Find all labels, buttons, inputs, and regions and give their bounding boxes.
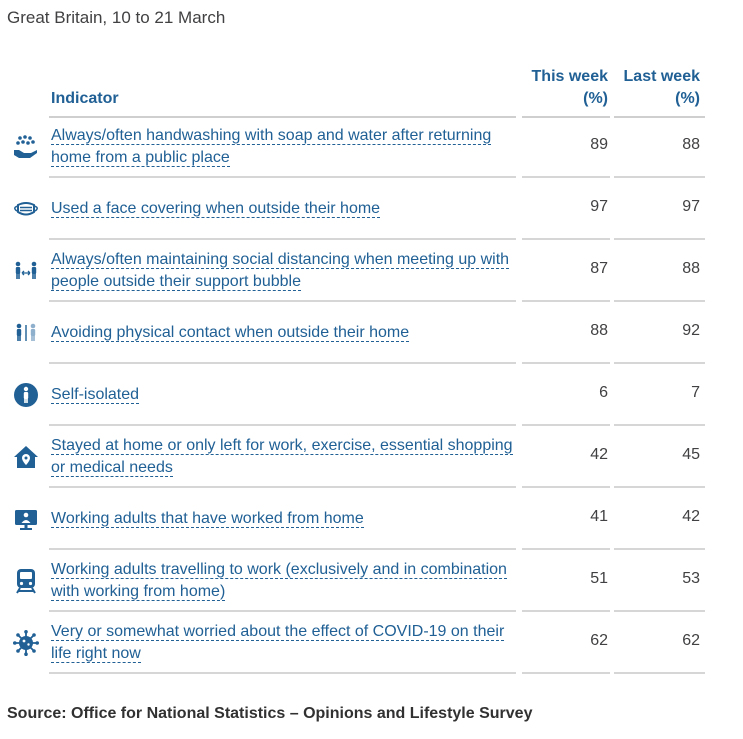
this-week-value: 89 [590, 136, 608, 153]
row-divider [49, 548, 516, 550]
last-week-value: 88 [682, 260, 700, 277]
table-row: Used a face covering when outside their … [10, 178, 705, 240]
indicator-cell: Stayed at home or only left for work, ex… [51, 435, 521, 479]
last-week-value: 62 [682, 632, 700, 649]
table-row: Always/often maintaining social distanci… [10, 240, 705, 302]
table-header: Indicator This week (%) Last week (%) [10, 64, 705, 118]
row-divider [522, 486, 610, 488]
self-isolate-icon [12, 381, 40, 409]
indicator-cell: Always/often handwashing with soap and w… [51, 125, 521, 169]
subtitle: Great Britain, 10 to 21 March [7, 8, 226, 27]
row-divider [49, 176, 516, 178]
table-row: Very or somewhat worried about the effec… [10, 612, 705, 674]
this-week-value: 97 [590, 198, 608, 215]
table-row: Working adults travelling to work (exclu… [10, 550, 705, 612]
indicator-link[interactable]: Self-isolated [51, 386, 140, 404]
row-divider [522, 424, 610, 426]
source-note: Source: Office for National Statistics –… [7, 705, 533, 722]
last-week-value: 42 [682, 508, 700, 525]
row-divider [614, 610, 705, 612]
this-week-value: 41 [590, 508, 608, 525]
indicator-cell: Avoiding physical contact when outside t… [51, 322, 521, 344]
last-week-value: 45 [682, 446, 700, 463]
last-week-value: 88 [682, 136, 700, 153]
row-divider [614, 424, 705, 426]
row-divider [522, 610, 610, 612]
indicator-cell: Always/often maintaining social distanci… [51, 249, 521, 293]
row-divider [614, 176, 705, 178]
row-divider [522, 176, 610, 178]
this-week-value: 6 [599, 384, 608, 401]
row-divider [614, 486, 705, 488]
row-divider [522, 672, 610, 674]
row-divider [522, 300, 610, 302]
this-week-value: 88 [590, 322, 608, 339]
last-week-value: 53 [682, 570, 700, 587]
row-divider [614, 300, 705, 302]
virus-icon [12, 629, 40, 657]
table-row: Stayed at home or only left for work, ex… [10, 426, 705, 488]
home-pin-icon [12, 443, 40, 471]
row-divider [614, 672, 705, 674]
this-week-value: 87 [590, 260, 608, 277]
header-divider [614, 116, 705, 118]
table-row: Self-isolated 6 7 [10, 364, 705, 426]
header-last-week: Last week (%) [623, 68, 700, 107]
indicator-cell: Working adults that have worked from hom… [51, 508, 521, 530]
indicator-cell: Self-isolated [51, 384, 521, 406]
table-body: Always/often handwashing with soap and w… [10, 116, 705, 674]
social-distancing-icon [12, 257, 40, 285]
indicator-link[interactable]: Always/often maintaining social distanci… [51, 251, 510, 291]
row-divider [522, 362, 610, 364]
indicator-table: Indicator This week (%) Last week (%) Al… [10, 64, 705, 674]
handwashing-icon [12, 133, 40, 161]
indicator-cell: Very or somewhat worried about the effec… [51, 621, 521, 665]
table-row: Avoiding physical contact when outside t… [10, 302, 705, 364]
table-row: Working adults that have worked from hom… [10, 488, 705, 550]
row-divider [49, 424, 516, 426]
last-week-value: 97 [682, 198, 700, 215]
this-week-value: 42 [590, 446, 608, 463]
indicator-link[interactable]: Stayed at home or only left for work, ex… [51, 437, 513, 477]
last-week-value: 7 [691, 384, 700, 401]
indicator-link[interactable]: Working adults travelling to work (exclu… [51, 561, 507, 601]
indicator-link[interactable]: Avoiding physical contact when outside t… [51, 324, 410, 342]
face-mask-icon [12, 195, 40, 223]
row-divider [49, 300, 516, 302]
this-week-value: 51 [590, 570, 608, 587]
row-divider [522, 238, 610, 240]
row-divider [614, 548, 705, 550]
work-from-home-icon [12, 505, 40, 533]
indicator-link[interactable]: Used a face covering when outside their … [51, 200, 381, 218]
avoid-contact-icon [12, 319, 40, 347]
indicator-cell: Used a face covering when outside their … [51, 198, 521, 220]
indicator-cell: Working adults travelling to work (exclu… [51, 559, 521, 603]
row-divider [614, 238, 705, 240]
indicator-link[interactable]: Very or somewhat worried about the effec… [51, 623, 505, 663]
train-icon [12, 567, 40, 595]
table-row: Always/often handwashing with soap and w… [10, 116, 705, 178]
row-divider [49, 610, 516, 612]
this-week-value: 62 [590, 632, 608, 649]
header-divider [522, 116, 610, 118]
header-this-week: This week (%) [531, 68, 608, 107]
indicator-link[interactable]: Always/often handwashing with soap and w… [51, 127, 492, 167]
row-divider [49, 238, 516, 240]
header-divider [49, 116, 516, 118]
indicator-link[interactable]: Working adults that have worked from hom… [51, 510, 364, 528]
row-divider [49, 486, 516, 488]
row-divider [49, 362, 516, 364]
row-divider [522, 548, 610, 550]
row-divider [49, 672, 516, 674]
row-divider [614, 362, 705, 364]
header-indicator: Indicator [51, 90, 119, 107]
last-week-value: 92 [682, 322, 700, 339]
